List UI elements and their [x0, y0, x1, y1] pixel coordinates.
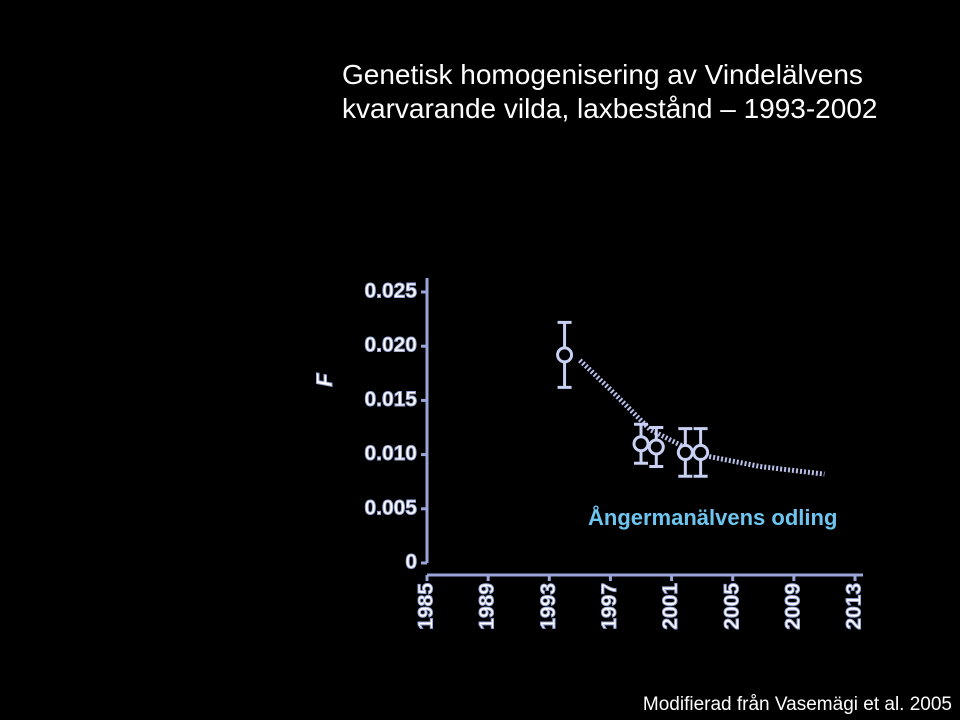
slide-title: Genetisk homogenisering av Vindelälvens … — [342, 59, 878, 124]
y-tick-label: 0.015 — [364, 388, 417, 411]
y-axis-label: F — [312, 373, 337, 387]
data-point — [647, 438, 665, 456]
data-point — [676, 443, 694, 461]
data-point — [692, 443, 710, 461]
y-tick-label: 0.005 — [364, 496, 417, 519]
y-tick-label: 0.020 — [364, 334, 417, 357]
x-tick-label: 2005 — [720, 583, 743, 630]
x-tick-label: 2001 — [659, 583, 682, 630]
y-tick-label: 0 — [405, 551, 417, 574]
data-point — [556, 346, 574, 364]
annotation: Ångermanälvens odling — [588, 504, 837, 530]
y-tick-label: 0.025 — [364, 280, 417, 303]
y-tick-label: 0.010 — [364, 442, 417, 465]
x-tick-label: 1989 — [476, 583, 499, 630]
source-note: Modifierad från Vasemägi et al. 2005 — [642, 694, 952, 715]
x-tick-label: 1997 — [598, 583, 621, 630]
data-point — [632, 435, 650, 453]
x-tick-label: 1993 — [537, 583, 560, 630]
x-tick-label: 2013 — [843, 583, 866, 630]
x-tick-label: 1985 — [415, 583, 438, 630]
x-tick-label: 2009 — [781, 583, 804, 630]
